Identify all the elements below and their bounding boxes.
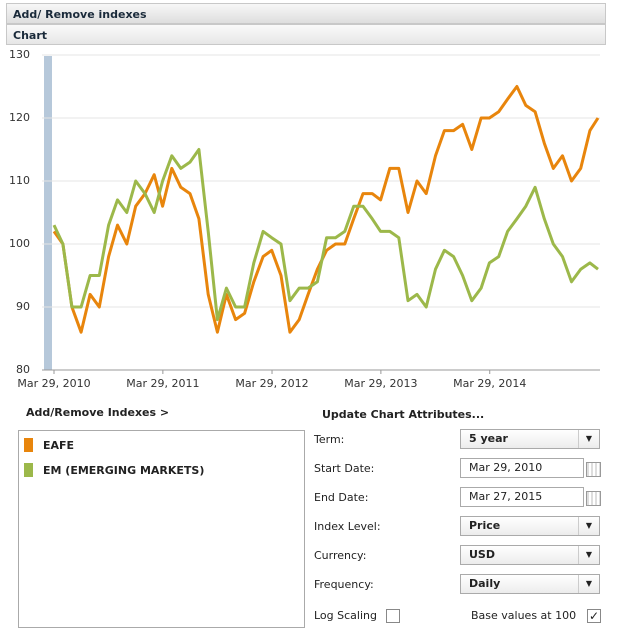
x-tick-label: Mar 29, 2014 bbox=[453, 377, 526, 390]
checkbox-label: Log Scaling bbox=[314, 609, 377, 622]
y-tick-label: 120 bbox=[9, 111, 30, 124]
legend-label[interactable]: EAFE bbox=[43, 439, 75, 452]
checkbox[interactable]: ✓ bbox=[587, 609, 601, 623]
date-input[interactable]: Mar 27, 2015 bbox=[460, 487, 584, 507]
dropdown-arrow: ▼ bbox=[578, 575, 599, 593]
dropdown-arrow: ▼ bbox=[578, 517, 599, 535]
form-title: Update Chart Attributes... bbox=[322, 408, 485, 421]
series-line bbox=[52, 85, 600, 334]
x-tick-label: Mar 29, 2011 bbox=[126, 377, 199, 390]
date-input[interactable]: Mar 29, 2010 bbox=[460, 458, 584, 478]
dropdown[interactable]: Daily ▼ bbox=[460, 574, 600, 594]
field-label: End Date: bbox=[314, 491, 369, 504]
legend-label[interactable]: EM (EMERGING MARKETS) bbox=[43, 464, 205, 477]
y-tick-label: 90 bbox=[16, 300, 30, 313]
dropdown[interactable]: 5 year ▼ bbox=[460, 429, 600, 449]
calendar-button[interactable] bbox=[586, 462, 601, 477]
field-label: Index Level: bbox=[314, 520, 381, 533]
section-header: Chart bbox=[6, 24, 606, 45]
x-tick-label: Mar 29, 2013 bbox=[344, 377, 417, 390]
scroll-rail bbox=[44, 56, 52, 370]
field-label: Start Date: bbox=[314, 462, 375, 475]
dropdown[interactable]: Price ▼ bbox=[460, 516, 600, 536]
y-tick-label: 100 bbox=[9, 237, 30, 250]
dropdown[interactable]: USD ▼ bbox=[460, 545, 600, 565]
field-label: Frequency: bbox=[314, 578, 374, 591]
checkbox[interactable] bbox=[386, 609, 400, 623]
x-tick-label: Mar 29, 2012 bbox=[235, 377, 308, 390]
panel-header: Add/ Remove indexes bbox=[6, 3, 606, 24]
legend-swatch bbox=[24, 438, 33, 452]
dropdown-arrow: ▼ bbox=[578, 430, 599, 448]
y-tick-label: 130 bbox=[9, 48, 30, 61]
checkbox-label: Base values at 100 bbox=[471, 609, 577, 622]
x-tick-label: Mar 29, 2010 bbox=[17, 377, 90, 390]
chart: 80 90 100 110 120 130 Mar 29, 2010 Mar 29, 2011… bbox=[9, 48, 600, 390]
y-tick-label: 110 bbox=[9, 174, 30, 187]
y-tick-label: 80 bbox=[16, 363, 30, 376]
calendar-button[interactable] bbox=[586, 491, 601, 506]
index-list: EAFE EM (EMERGING MARKETS) bbox=[18, 430, 305, 628]
field-label: Currency: bbox=[314, 549, 367, 562]
series-line bbox=[52, 148, 599, 322]
indexes-title[interactable]: Add/Remove Indexes > bbox=[26, 406, 170, 419]
legend-swatch bbox=[24, 463, 33, 477]
dropdown-arrow: ▼ bbox=[578, 546, 599, 564]
field-label: Term: bbox=[314, 433, 345, 446]
